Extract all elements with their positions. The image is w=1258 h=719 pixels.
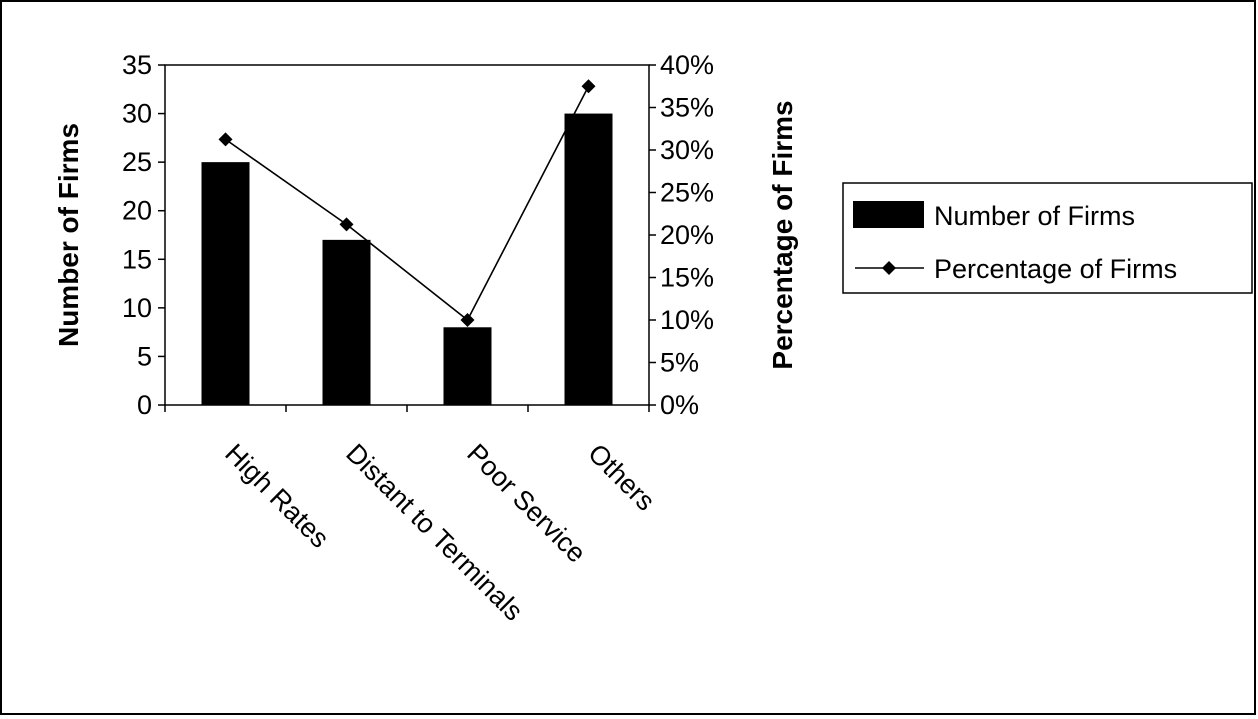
y-axis-title: Number of Firms: [53, 123, 84, 347]
y-tick-label: 5: [137, 341, 152, 371]
y2-tick-label: 20%: [660, 220, 714, 250]
legend-swatch-marker: [882, 261, 896, 275]
y2-tick-label: 25%: [660, 178, 714, 208]
y2-tick-label: 35%: [660, 93, 714, 123]
y-tick-label: 10: [122, 293, 152, 323]
y2-tick-label: 30%: [660, 135, 714, 165]
x-tick-label: Others: [582, 438, 661, 517]
line-marker-others: [581, 79, 596, 94]
y-tick-label: 15: [122, 244, 152, 274]
y2-tick-label: 40%: [660, 50, 714, 80]
bar-high-rates: [201, 162, 250, 405]
bar-others: [564, 113, 613, 406]
y-tick-label: 35: [122, 50, 152, 80]
y2-tick-label: 0%: [660, 390, 699, 420]
y-tick-label: 30: [122, 99, 152, 129]
y2-tick-label: 10%: [660, 305, 714, 335]
legend-label-line: Percentage of Firms: [934, 254, 1177, 284]
line-marker-poor-service: [460, 313, 475, 327]
percentage-line: [225, 85, 590, 322]
legend-label-bar: Number of Firms: [934, 201, 1135, 231]
y-tick-label: 25: [122, 147, 152, 177]
y-tick-label: 0: [137, 390, 152, 420]
x-tick-label: Poor Service: [461, 438, 592, 569]
y2-axis-title: Percentage of Firms: [767, 100, 798, 369]
x-tick-label: High Rates: [219, 438, 335, 554]
line-marker-distant-to-terminals: [339, 217, 354, 232]
y2-tick-label: 15%: [660, 263, 714, 293]
y-tick-label: 20: [122, 196, 152, 226]
bar-distant-to-terminals: [322, 239, 371, 405]
legend-swatch-bar: [853, 201, 924, 228]
line-marker-high-rates: [218, 132, 233, 147]
y2-tick-label: 5%: [660, 348, 699, 378]
bar-poor-service: [443, 327, 492, 405]
